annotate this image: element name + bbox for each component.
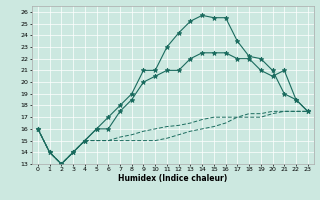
X-axis label: Humidex (Indice chaleur): Humidex (Indice chaleur) <box>118 174 228 183</box>
